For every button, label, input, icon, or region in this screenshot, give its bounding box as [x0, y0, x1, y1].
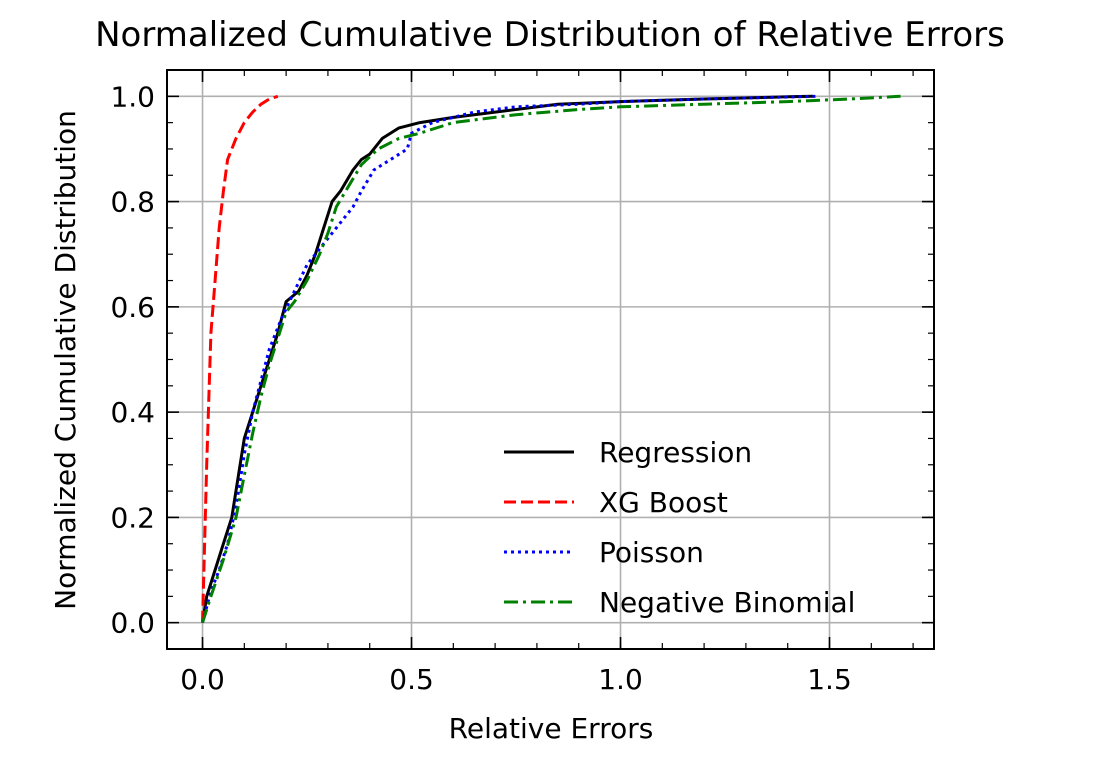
- tick-labels: 0.0 0.5 1.0 1.5 0.0 0.2 0.4 0.6 0.8 1.0: [110, 80, 851, 696]
- y-axis-label: Normalized Cumulative Distribution: [49, 110, 82, 610]
- series-line-regression: [201, 94, 813, 623]
- legend-label: Negative Binomial: [599, 586, 855, 619]
- y-tick-label: 0.4: [110, 396, 155, 429]
- series-line-negative-binomial: [201, 94, 901, 624]
- legend-label: Poisson: [599, 536, 704, 569]
- legend-label: Regression: [599, 436, 752, 469]
- series-line-poisson: [201, 94, 818, 624]
- plot-series-group: [201, 94, 901, 624]
- x-axis-label: Relative Errors: [449, 712, 654, 745]
- grid-lines: [167, 70, 934, 649]
- legend-label: XG Boost: [599, 486, 728, 519]
- x-tick-label: 1.0: [598, 663, 643, 696]
- x-tick-label: 0.5: [389, 663, 434, 696]
- x-tick-label: 0.0: [180, 663, 225, 696]
- y-tick-label: 0.2: [110, 501, 155, 534]
- y-tick-label: 0.6: [110, 291, 155, 324]
- y-tick-label: 0.8: [110, 186, 155, 219]
- axis-ticks: [167, 69, 934, 650]
- y-tick-label: 1.0: [110, 80, 155, 113]
- series-line-xg-boost: [201, 94, 279, 623]
- y-tick-label: 0.0: [110, 607, 155, 640]
- plot-area-frame: [166, 69, 935, 650]
- chart-title: Normalized Cumulative Distribution of Re…: [95, 15, 1005, 55]
- x-tick-label: 1.5: [807, 663, 852, 696]
- legend: Regression XG Boost Poisson Negative Binomi…: [504, 436, 855, 619]
